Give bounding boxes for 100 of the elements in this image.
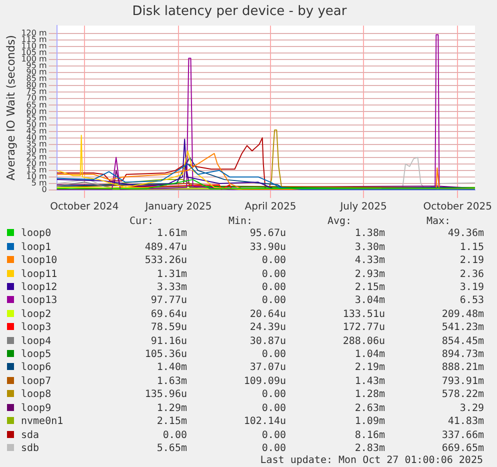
text: 3.29 bbox=[458, 402, 485, 416]
legend-label: loop6 bbox=[20, 361, 52, 375]
y-axis-title: Average IO Wait (seconds) bbox=[4, 35, 18, 180]
legend-label: loop9 bbox=[20, 402, 52, 416]
text: 2.93m bbox=[354, 268, 386, 282]
legend-label: loop3 bbox=[20, 321, 52, 335]
text: 2.15m bbox=[354, 281, 386, 294]
text: 0.00 bbox=[260, 348, 287, 362]
text: 0.00 bbox=[260, 388, 287, 402]
legend-label: loop2 bbox=[20, 308, 52, 322]
x-tick-label: January 2025 bbox=[144, 202, 212, 213]
legend-label: loop8 bbox=[20, 388, 52, 402]
x-tick-label: April 2025 bbox=[244, 202, 296, 213]
text: 3.33m bbox=[156, 281, 188, 294]
y-tick-label: 50 m bbox=[26, 120, 48, 129]
text: 0.00 bbox=[260, 281, 287, 294]
text: 0.00 bbox=[162, 428, 188, 442]
x-tick-label: October 2024 bbox=[50, 202, 119, 213]
text: 6.53 bbox=[458, 294, 485, 308]
text: 669.65m bbox=[440, 442, 485, 456]
legend-label: loop13 bbox=[20, 294, 58, 308]
text: 2.19 bbox=[458, 254, 485, 268]
text: 0.00 bbox=[260, 402, 287, 416]
y-tick-label: 40 m bbox=[26, 132, 48, 142]
text: Min: bbox=[227, 216, 254, 228]
text: 24.39u bbox=[248, 321, 287, 335]
text: 133.51u bbox=[342, 308, 386, 322]
text: 337.66m bbox=[440, 428, 485, 442]
legend-label: loop5 bbox=[20, 348, 52, 362]
text: 78.59u bbox=[150, 321, 188, 335]
text: 288.06u bbox=[342, 334, 386, 348]
text: 5.65m bbox=[156, 442, 188, 456]
text: 1.38m bbox=[354, 227, 386, 241]
legend-label: loop7 bbox=[20, 374, 52, 388]
text: 2.15m bbox=[156, 415, 188, 428]
legend-label: sda bbox=[20, 428, 40, 442]
chart-title: Disk latency per device - by year bbox=[132, 4, 348, 20]
legend-label: loop11 bbox=[20, 268, 58, 282]
text: 1.43m bbox=[354, 374, 386, 388]
text: 0.00 bbox=[260, 428, 287, 442]
y-tick-label: 60 m bbox=[26, 106, 48, 116]
text: 489.47u bbox=[144, 240, 188, 254]
text: 1.29m bbox=[156, 402, 188, 416]
text: 3.04m bbox=[354, 294, 386, 308]
text: 533.26u bbox=[144, 254, 188, 268]
text: Last update: Mon Oct 27 01:00:06 2025 bbox=[259, 455, 484, 467]
text: 0.00 bbox=[260, 254, 287, 268]
text: 135.96u bbox=[144, 388, 188, 402]
text: 95.67u bbox=[248, 227, 287, 241]
legend-label: loop1 bbox=[20, 240, 52, 254]
text: 8.16m bbox=[354, 428, 386, 442]
text: 1.40m bbox=[156, 361, 188, 375]
text: 541.23m bbox=[440, 321, 485, 335]
legend-label: sdb bbox=[20, 442, 40, 456]
x-tick-label: July 2025 bbox=[339, 202, 387, 213]
text: 4.33m bbox=[354, 254, 386, 268]
y-tick-label: 0 bbox=[42, 185, 47, 194]
text: 69.64u bbox=[150, 308, 188, 322]
y-tick-label: 70 m bbox=[26, 94, 48, 103]
text: 41.83m bbox=[446, 415, 485, 428]
text: 1.04m bbox=[354, 348, 386, 362]
y-tick-label: 35 m bbox=[26, 139, 48, 148]
text: 1.09m bbox=[354, 415, 386, 428]
text: 1.61m bbox=[156, 227, 188, 241]
text: Max: bbox=[425, 216, 452, 228]
text: 1.31m bbox=[156, 268, 188, 282]
text: 1.63m bbox=[156, 374, 188, 388]
text: Avg: bbox=[326, 216, 353, 228]
text: 172.77u bbox=[342, 321, 386, 335]
text: 2.83m bbox=[354, 442, 386, 456]
y-tick-label: 65 m bbox=[26, 100, 48, 110]
legend-label: loop12 bbox=[20, 281, 58, 294]
text: 30.87u bbox=[248, 334, 287, 348]
text: 49.36m bbox=[446, 227, 485, 241]
text: 102.14u bbox=[242, 415, 287, 428]
text: 0.00 bbox=[260, 442, 287, 456]
text: 109.09u bbox=[242, 374, 287, 388]
y-tick-label: 30 m bbox=[26, 146, 48, 155]
text: 1.28m bbox=[354, 388, 386, 402]
text: 0.00 bbox=[260, 294, 287, 308]
y-tick-label: 45 m bbox=[26, 126, 48, 136]
text: Cur: bbox=[128, 216, 155, 228]
text: 2.63m bbox=[354, 402, 386, 416]
text: 97.77u bbox=[150, 294, 188, 308]
legend-label: loop4 bbox=[20, 334, 52, 348]
x-tick-label: October 2025 bbox=[423, 202, 492, 213]
text: 793.91m bbox=[440, 374, 485, 388]
text: 20.64u bbox=[248, 308, 287, 322]
text: 1.15 bbox=[458, 240, 485, 254]
text: 854.45m bbox=[440, 334, 485, 348]
text: 105.36u bbox=[144, 348, 188, 362]
text: 209.48m bbox=[440, 308, 485, 322]
y-tick-label: 25 m bbox=[26, 152, 48, 162]
legend-label: loop0 bbox=[20, 227, 52, 241]
y-tick-label: 55 m bbox=[26, 113, 48, 122]
legend-label: loop10 bbox=[20, 254, 58, 268]
text: 91.16u bbox=[150, 334, 188, 348]
text: 894.73m bbox=[440, 348, 485, 362]
text: 37.07u bbox=[248, 361, 287, 375]
text: 2.19m bbox=[354, 361, 386, 375]
